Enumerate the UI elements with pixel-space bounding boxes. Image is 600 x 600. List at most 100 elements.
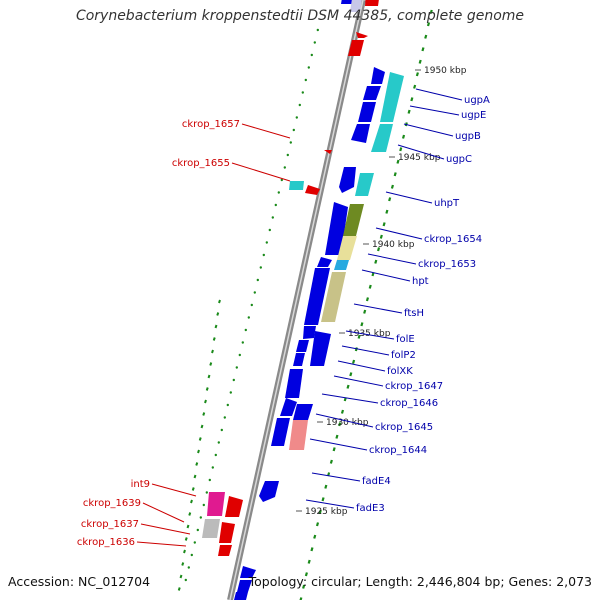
gene-label-ckrop_1639[interactable]: ckrop_1639 (83, 498, 141, 509)
gene-label-ckrop_1654[interactable]: ckrop_1654 (424, 234, 482, 245)
tick-mark (198, 437, 202, 441)
gene-label-leader (140, 523, 191, 535)
gene-block[interactable] (380, 72, 404, 122)
gene-arrow[interactable] (219, 522, 235, 543)
highlighted-genes (202, 0, 404, 538)
gene-arrow[interactable] (339, 167, 356, 193)
tick-mark (191, 487, 195, 491)
gene-label-fadE4[interactable]: fadE4 (362, 476, 391, 487)
track-dot (304, 78, 307, 82)
gene-label-leader (305, 499, 355, 509)
gene-label-ckrop_1657[interactable]: ckrop_1657 (182, 119, 240, 130)
gene-arrow[interactable] (358, 102, 376, 122)
track-dot (223, 416, 226, 419)
tick-mark (313, 534, 317, 539)
gene-label-uhpT[interactable]: uhpT (434, 198, 460, 209)
track-dot (217, 441, 220, 444)
track-dot (235, 366, 238, 369)
gene-block[interactable] (289, 420, 308, 450)
gene-label-ckrop_1655[interactable]: ckrop_1655 (172, 158, 230, 169)
gene-label-leader (231, 162, 291, 182)
tick-mark (335, 434, 339, 439)
gene-arrow[interactable] (363, 86, 381, 100)
gene-label-ckrop_1636[interactable]: ckrop_1636 (77, 537, 135, 548)
gene-arrow[interactable] (293, 353, 305, 366)
tick-mark (183, 549, 186, 554)
gene-arrow[interactable] (296, 340, 309, 352)
tick-mark (363, 309, 367, 314)
gene-arrow[interactable] (304, 268, 330, 325)
track-dot (196, 528, 199, 532)
gene-label-folP2[interactable]: folP2 (391, 350, 416, 361)
track-dot (208, 478, 211, 482)
tick-mark (193, 474, 197, 479)
accession-text: Accession: NC_012704 (8, 574, 151, 589)
gene-label-ftsH[interactable]: ftsH (404, 308, 424, 319)
gene-arrow[interactable] (225, 496, 243, 517)
gene-block[interactable] (355, 173, 374, 196)
gene-label-ugpE[interactable]: ugpE (461, 110, 486, 121)
gene-label-ckrop_1644[interactable]: ckrop_1644 (369, 445, 427, 456)
track-dot (202, 503, 205, 507)
gene-arrow[interactable] (237, 580, 252, 592)
gene-arrow[interactable] (234, 592, 248, 600)
tick-mark (424, 34, 428, 39)
gene-label-leader (415, 88, 463, 101)
gene-label-ckrop_1646[interactable]: ckrop_1646 (380, 398, 438, 409)
gene-label-ckrop_1647[interactable]: ckrop_1647 (385, 381, 443, 392)
gene-label-leader (375, 227, 423, 240)
gene-label-leader (361, 269, 411, 282)
gene-arrow[interactable] (285, 369, 303, 398)
gene-block[interactable] (343, 204, 364, 236)
gene-arrow[interactable] (293, 404, 313, 420)
tick-mark (218, 299, 221, 304)
gene-block[interactable] (337, 236, 357, 260)
gene-block[interactable] (371, 124, 393, 152)
gene-arrow[interactable] (351, 124, 370, 143)
gene-label-leader (341, 345, 390, 356)
gene-block[interactable] (207, 492, 225, 516)
gene-arrow[interactable] (317, 257, 332, 267)
gene-arrow[interactable] (305, 185, 320, 195)
kbp-label: 1945 kbp (398, 153, 441, 163)
gene-arrow[interactable] (348, 40, 364, 56)
track-dot (280, 178, 283, 182)
tick-mark (393, 172, 397, 177)
gene-arrow[interactable] (303, 326, 316, 339)
gene-label-hpt[interactable]: hpt (412, 276, 429, 287)
gene-block[interactable] (350, 0, 363, 12)
gene-arrow[interactable] (371, 67, 385, 84)
tick-mark (204, 399, 207, 404)
gene-arrow[interactable] (218, 545, 232, 556)
gene-label-int9[interactable]: int9 (131, 479, 150, 490)
gene-arrow[interactable] (259, 481, 279, 502)
tick-mark (324, 484, 328, 489)
tick-mark (188, 512, 192, 516)
gene-block[interactable] (334, 260, 349, 270)
gene-label-leader (353, 303, 403, 314)
gene-arrow[interactable] (280, 398, 297, 416)
track-dot (259, 266, 262, 269)
gene-label-folE[interactable]: folE (396, 334, 415, 345)
gene-arrow[interactable] (240, 566, 256, 578)
gene-block[interactable] (321, 272, 346, 322)
gene-label-fadE3[interactable]: fadE3 (356, 503, 385, 514)
gene-label-leader (315, 413, 374, 428)
gene-label-ckrop_1637[interactable]: ckrop_1637 (81, 519, 139, 530)
track-dot (193, 541, 196, 544)
gene-label-ugpB[interactable]: ugpB (455, 131, 481, 142)
gene-label-ckrop_1645[interactable]: ckrop_1645 (375, 422, 433, 433)
gene-label-ugpA[interactable]: ugpA (464, 95, 490, 106)
gene-arrow[interactable] (271, 418, 290, 446)
gene-arrow[interactable] (310, 331, 331, 366)
gene-block[interactable] (202, 519, 220, 538)
gene-arrow[interactable] (365, 0, 380, 6)
genome-summary: Topology: circular; Length: 2,446,804 bp… (248, 574, 592, 589)
gene-block[interactable] (289, 181, 304, 190)
gene-arrow[interactable] (324, 150, 332, 154)
gene-label-ckrop_1653[interactable]: ckrop_1653 (418, 259, 476, 270)
gene-arrow[interactable] (356, 32, 368, 38)
gene-label-ugpC[interactable]: ugpC (446, 154, 472, 165)
gene-label-folXK[interactable]: folXK (387, 366, 413, 377)
